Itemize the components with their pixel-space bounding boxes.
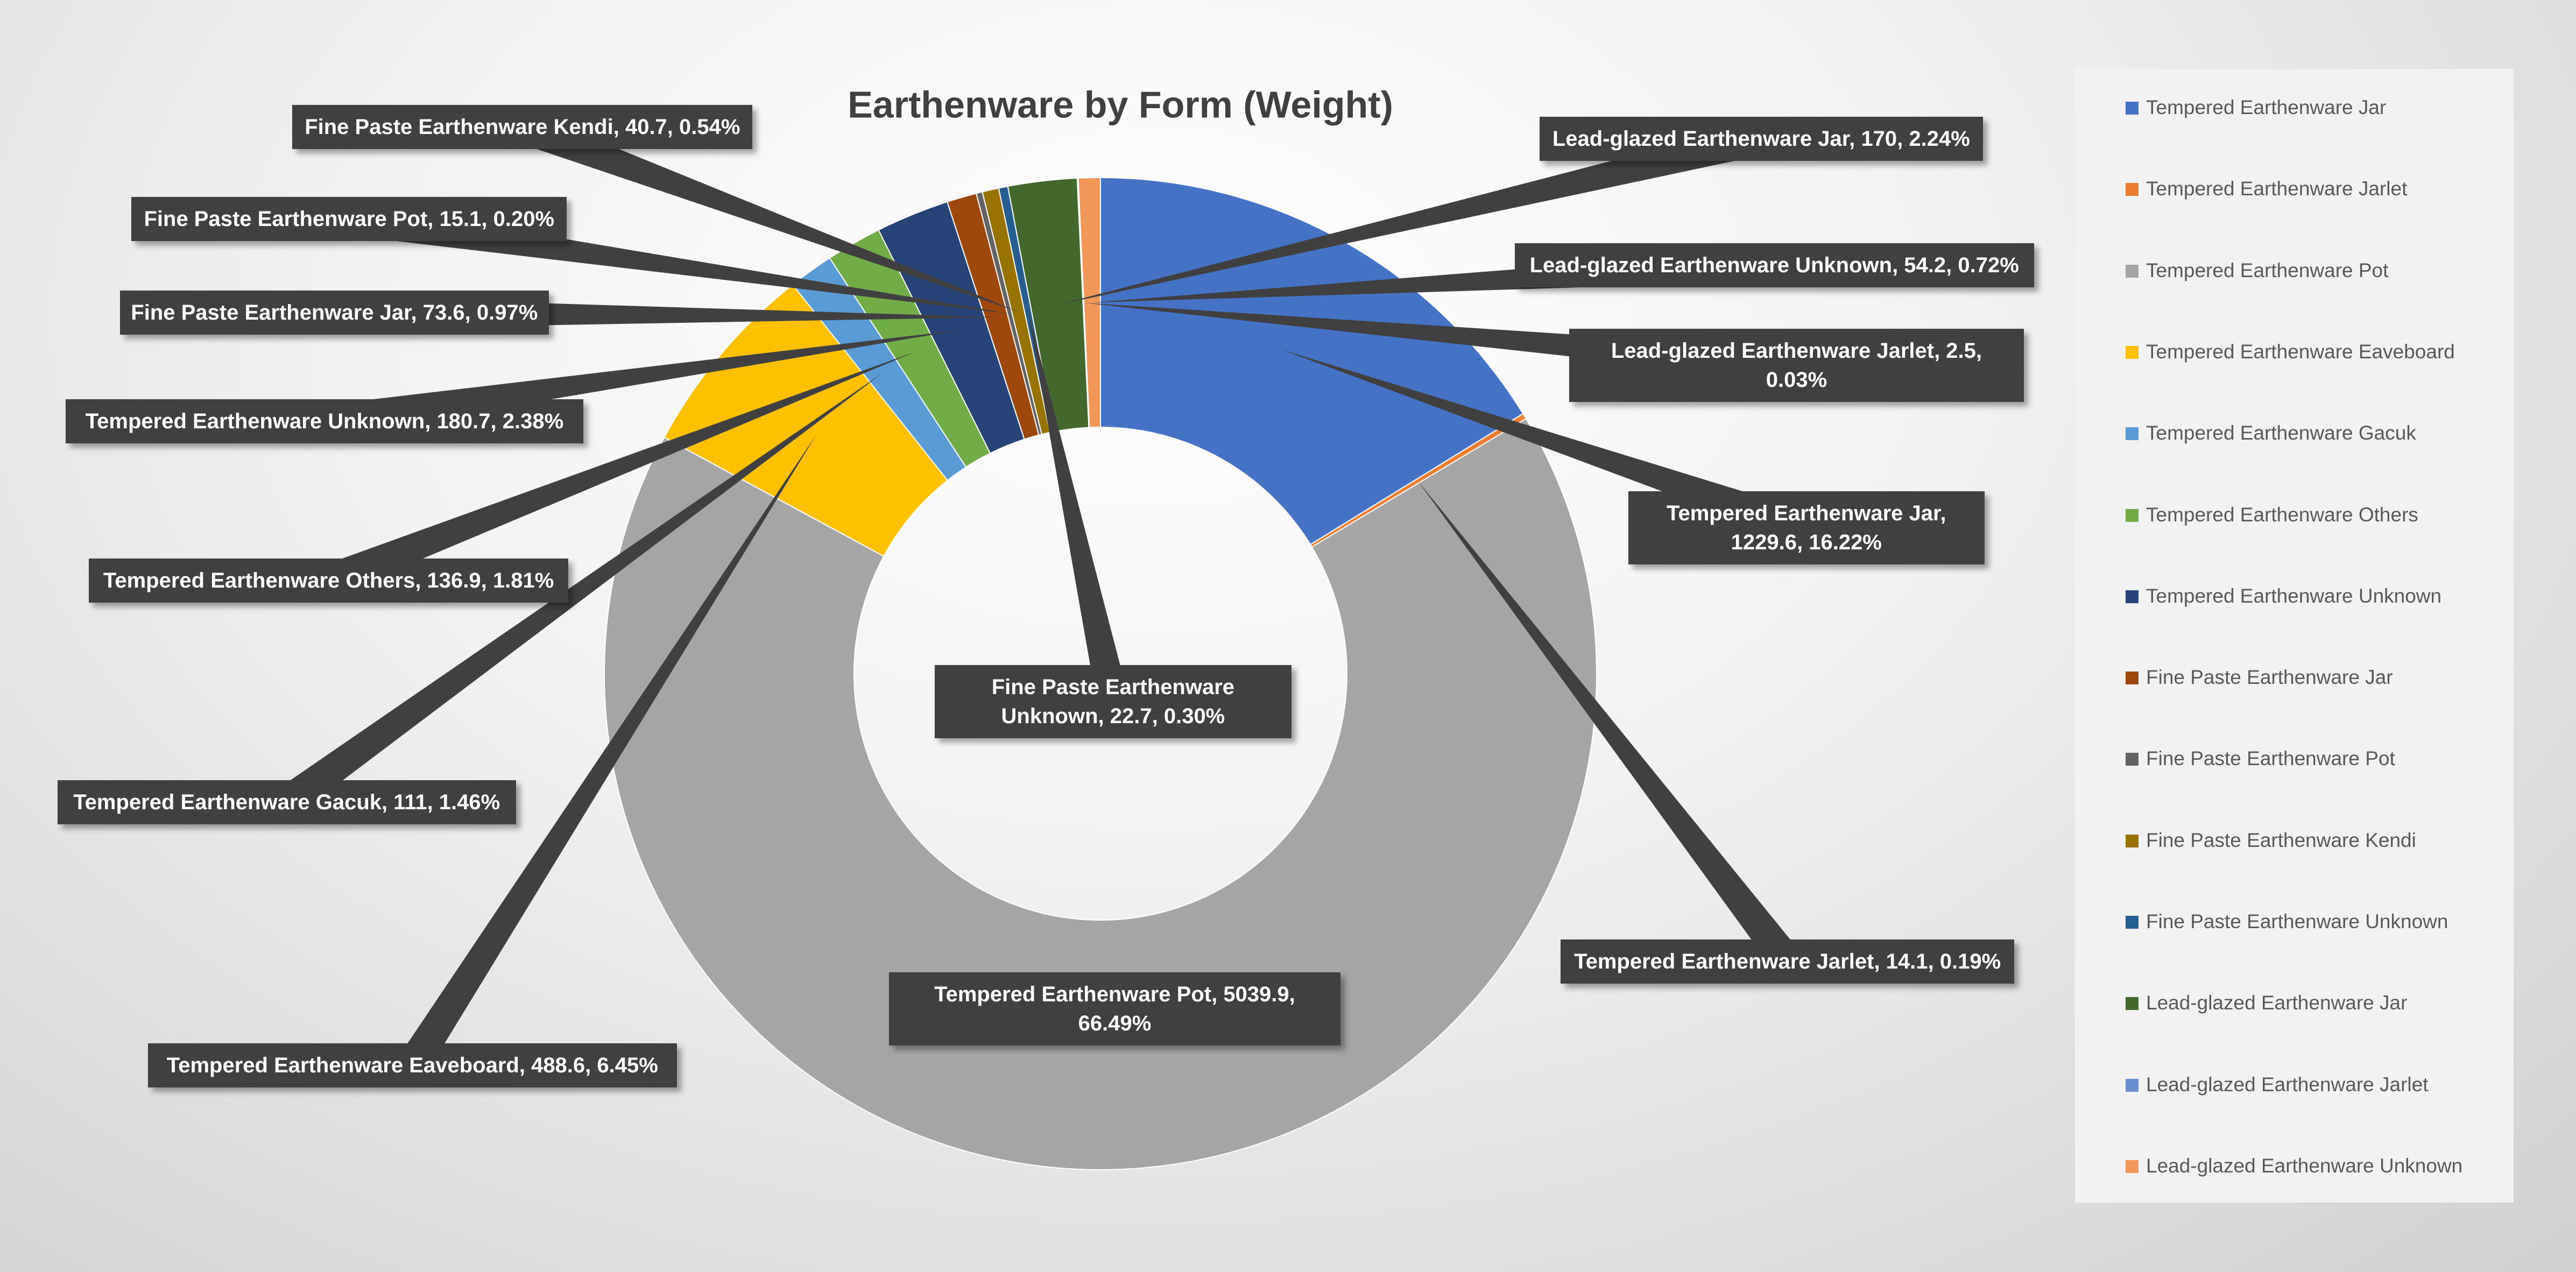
data-label: Tempered Earthenware Gacuk, 111, 1.46% — [57, 780, 516, 825]
legend-swatch — [2126, 590, 2139, 603]
legend-label: Tempered Earthenware Jarlet — [2146, 178, 2408, 200]
data-label: Fine Paste Earthenware Pot, 15.1, 0.20% — [131, 197, 567, 242]
legend-label: Lead-glazed Earthenware Unknown — [2146, 1154, 2463, 1177]
data-label: Fine Paste Earthenware Unknown, 22.7, 0.… — [935, 665, 1291, 739]
legend-swatch — [2126, 183, 2139, 196]
legend-label: Fine Paste Earthenware Kendi — [2146, 829, 2416, 851]
legend-swatch — [2126, 508, 2139, 522]
legend-swatch — [2126, 1160, 2139, 1173]
legend-label: Tempered Earthenware Unknown — [2146, 584, 2442, 607]
data-label: Lead-glazed Earthenware Jarlet, 2.5, 0.0… — [1569, 328, 2024, 402]
legend-label: Fine Paste Earthenware Jar — [2146, 666, 2393, 689]
data-label: Fine Paste Earthenware Jar, 73.6, 0.97% — [119, 291, 549, 335]
slice — [1077, 176, 1101, 428]
legend-label: Fine Paste Earthenware Unknown — [2146, 910, 2448, 932]
legend-label: Tempered Earthenware Others — [2146, 503, 2418, 526]
legend-label: Tempered Earthenware Jar — [2146, 96, 2387, 118]
legend-swatch — [2126, 834, 2139, 847]
legend-label: Lead-glazed Earthenware Jar — [2146, 992, 2408, 1014]
legend-swatch — [2126, 997, 2139, 1010]
slice — [604, 418, 1597, 1170]
legend-swatch — [2126, 753, 2139, 766]
legend-label: Lead-glazed Earthenware Jarlet — [2146, 1073, 2429, 1096]
legend-swatch — [2126, 345, 2139, 359]
data-label: Lead-glazed Earthenware Unknown, 54.2, 0… — [1514, 243, 2034, 287]
legend-swatch — [2126, 264, 2139, 278]
data-label: Fine Paste Earthenware Kendi, 40.7, 0.54… — [292, 105, 753, 150]
leader — [399, 435, 816, 1074]
legend-swatch — [2126, 1078, 2139, 1092]
leader — [517, 112, 1018, 312]
data-label: Tempered Earthenware Others, 136.9, 1.81… — [88, 559, 569, 603]
legend-label: Fine Paste Earthenware Pot — [2146, 747, 2395, 770]
leader — [322, 351, 916, 596]
data-label: Tempered Earthenware Jarlet, 14.1, 0.19% — [1561, 939, 2014, 984]
data-label: Tempered Earthenware Eaveboard, 488.6, 6… — [147, 1043, 677, 1087]
chart-title: Earthenware by Form (Weight) — [848, 83, 1393, 125]
legend-label: Tempered Earthenware Eaveboard — [2146, 340, 2455, 363]
data-label: Tempered Earthenware Jar, 1229.6, 16.22% — [1628, 491, 1985, 564]
legend-swatch — [2126, 916, 2139, 929]
legend-label: Tempered Earthenware Gacuk — [2146, 422, 2416, 444]
legend-swatch — [2126, 102, 2139, 115]
legend-swatch — [2126, 427, 2139, 441]
leader — [1417, 480, 1801, 972]
data-label: Lead-glazed Earthenware Jar, 170, 2.24% — [1539, 116, 1983, 161]
legend-swatch — [2126, 672, 2139, 685]
leader — [277, 372, 884, 816]
legend-label: Tempered Earthenware Pot — [2146, 259, 2389, 281]
data-label: Tempered Earthenware Unknown, 180.7, 2.3… — [66, 399, 583, 443]
legend-box — [2075, 69, 2514, 1203]
leader — [1027, 309, 1129, 705]
data-label: Tempered Earthenware Pot, 5039.9, 66.49% — [888, 972, 1341, 1046]
leader — [1057, 123, 1765, 305]
